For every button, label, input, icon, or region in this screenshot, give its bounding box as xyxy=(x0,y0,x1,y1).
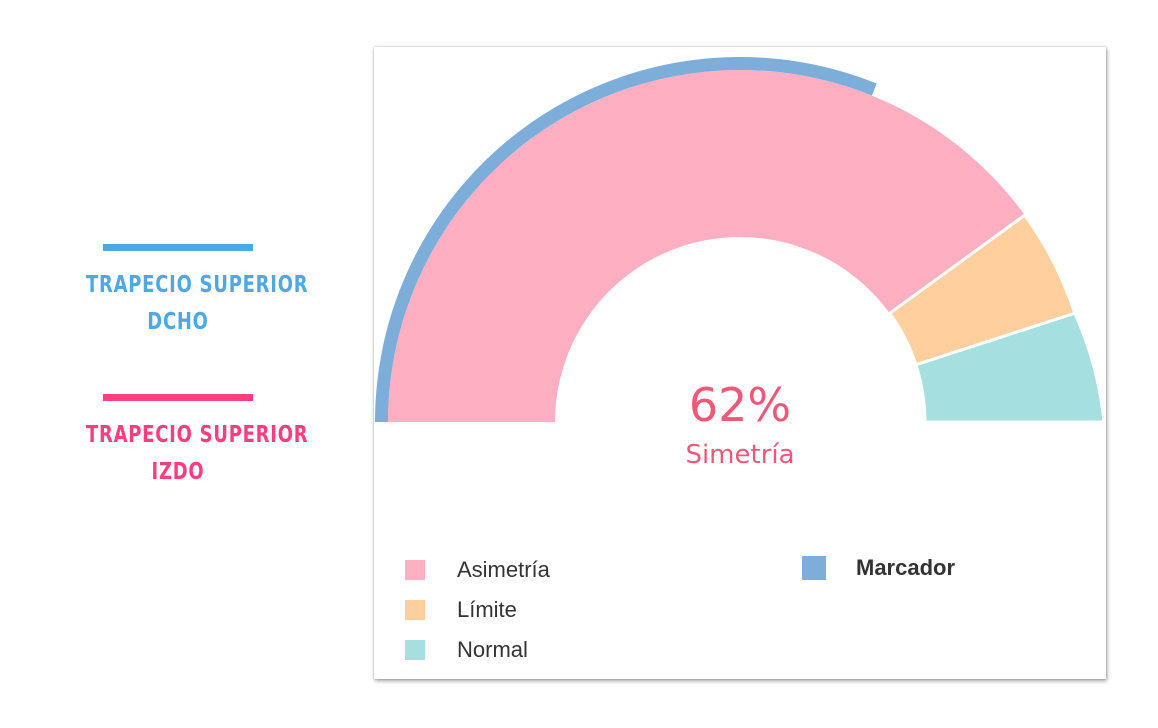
series-line-swatch xyxy=(103,394,253,401)
series-label-line1: TRAPECIO SUPERIOR xyxy=(85,422,309,448)
series-legend-dcho: TRAPECIO SUPERIOR DCHO xyxy=(60,244,309,341)
gauge-card: 62% Simetría Asimetría Límite Normal Mar… xyxy=(374,47,1106,679)
legend-label: Límite xyxy=(457,597,517,622)
legend-swatch xyxy=(405,600,425,620)
marker-arc[interactable] xyxy=(375,57,877,423)
legend-swatch xyxy=(405,640,425,660)
legend-swatch xyxy=(405,560,425,580)
series-label-line2: DCHO xyxy=(147,309,209,335)
legend-item-asimetria[interactable]: Asimetría xyxy=(405,557,550,583)
gauge-label: Simetría xyxy=(685,440,795,470)
legend-item-marcador[interactable]: Marcador xyxy=(802,555,955,581)
series-label-line2: IZDO xyxy=(151,459,205,485)
series-label: TRAPECIO SUPERIOR DCHO xyxy=(85,267,309,341)
band-normal[interactable] xyxy=(914,311,1106,424)
band-asimetria[interactable] xyxy=(388,69,1025,422)
series-legend-izdo: TRAPECIO SUPERIOR IZDO xyxy=(60,394,309,491)
gauge-chart xyxy=(375,57,1106,424)
series-label-line1: TRAPECIO SUPERIOR xyxy=(85,272,309,298)
gauge-value: 62% xyxy=(688,378,792,432)
series-label: TRAPECIO SUPERIOR IZDO xyxy=(85,417,309,491)
legend-label: Normal xyxy=(457,637,528,662)
legend-item-limite[interactable]: Límite xyxy=(405,597,517,623)
legend-swatch xyxy=(802,556,826,580)
legend-label: Marcador xyxy=(856,555,956,580)
legend-label: Asimetría xyxy=(457,557,550,582)
legend-item-normal[interactable]: Normal xyxy=(405,637,528,663)
series-line-swatch xyxy=(103,244,253,251)
